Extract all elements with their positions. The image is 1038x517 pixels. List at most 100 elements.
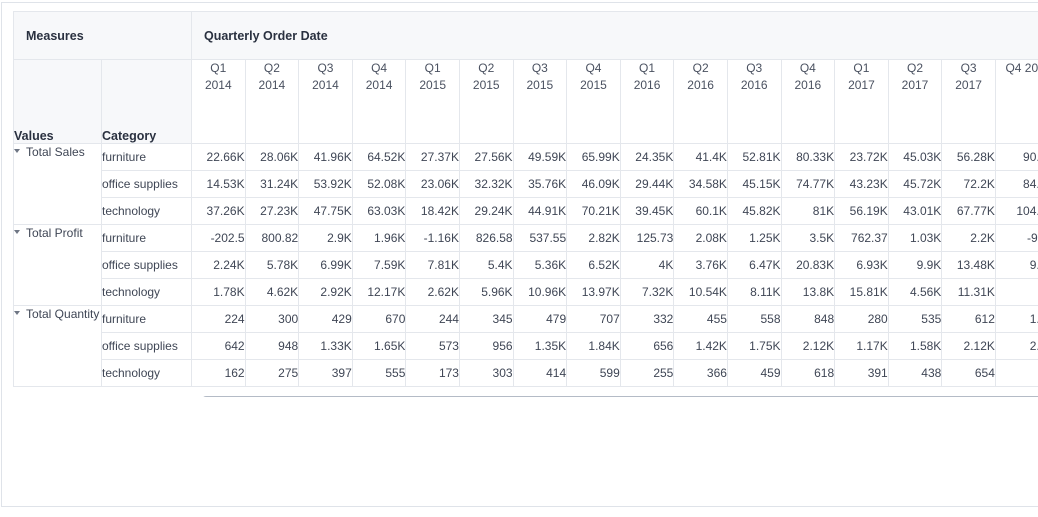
quarter-column-header[interactable]: Q4 2015 [566, 59, 621, 144]
value-cell[interactable]: 244 [405, 305, 460, 333]
value-cell[interactable]: 642 [191, 332, 246, 360]
value-cell[interactable]: 1.42K [673, 332, 728, 360]
value-cell[interactable]: 45.15K [726, 170, 782, 198]
value-cell[interactable]: 70.21K [566, 197, 621, 225]
value-cell[interactable]: 29.44K [619, 170, 675, 198]
value-cell[interactable]: 5.96K [458, 278, 514, 306]
value-cell[interactable]: 41.96K [298, 143, 353, 171]
quarter-column-header[interactable]: Q4 2016 [780, 59, 836, 144]
value-cell[interactable]: 22.66K [191, 143, 246, 171]
value-cell[interactable]: 391 [834, 359, 889, 387]
value-cell[interactable]: 618 [780, 359, 836, 387]
value-cell[interactable]: 4.56K [887, 278, 943, 306]
value-cell[interactable]: 1.75K [726, 332, 782, 360]
quarter-column-header[interactable]: Q2 2014 [244, 59, 300, 144]
value-cell[interactable]: 414 [512, 359, 568, 387]
value-cell[interactable]: 670 [351, 305, 407, 333]
value-cell[interactable]: 612 [941, 305, 996, 333]
value-cell[interactable]: 23.06K [405, 170, 460, 198]
value-cell[interactable]: 2.92K [298, 278, 353, 306]
collapse-caret-icon[interactable] [14, 311, 20, 315]
value-cell[interactable]: 52.81K [726, 143, 782, 171]
value-cell[interactable]: 656 [619, 332, 675, 360]
value-cell[interactable]: 12.17K [351, 278, 407, 306]
value-cell[interactable]: 13.8K [780, 278, 836, 306]
value-cell[interactable]: 56.19K [834, 197, 889, 225]
value-cell[interactable]: 6.52K [566, 251, 621, 279]
value-cell[interactable]: 43.23K [834, 170, 889, 198]
value-cell[interactable]: 67.77K [941, 197, 996, 225]
value-cell[interactable]: 27.56K [458, 143, 514, 171]
value-cell[interactable]: 438 [887, 359, 943, 387]
value-cell[interactable]: 43.01K [887, 197, 943, 225]
value-cell[interactable]: 858 [994, 359, 1038, 387]
value-cell[interactable]: 15.81K [834, 278, 889, 306]
category-cell[interactable]: furniture [101, 143, 192, 171]
value-cell[interactable]: 8.11K [726, 278, 782, 306]
quarter-column-header[interactable]: Q3 2016 [726, 59, 782, 144]
value-cell[interactable]: 19K [994, 278, 1038, 306]
value-cell[interactable]: 162 [191, 359, 246, 387]
category-cell[interactable]: furniture [101, 224, 192, 252]
category-cell[interactable]: technology [101, 197, 192, 225]
value-cell[interactable]: 4.62K [244, 278, 300, 306]
value-cell[interactable]: 2.62K [405, 278, 460, 306]
collapse-caret-icon[interactable] [14, 149, 20, 153]
value-cell[interactable]: 41.4K [673, 143, 728, 171]
value-cell[interactable]: 47.75K [298, 197, 353, 225]
value-cell[interactable]: 7.59K [351, 251, 407, 279]
value-cell[interactable]: 45.72K [887, 170, 943, 198]
value-cell[interactable]: 280 [834, 305, 889, 333]
value-cell[interactable]: 27.37K [405, 143, 460, 171]
value-cell[interactable]: 459 [726, 359, 782, 387]
value-cell[interactable]: 826.58 [458, 224, 514, 252]
quarter-column-header[interactable]: Q4 2017 [994, 59, 1038, 144]
value-cell[interactable]: 2.12K [780, 332, 836, 360]
category-cell[interactable]: office supplies [101, 170, 192, 198]
value-cell[interactable]: 535 [887, 305, 943, 333]
value-cell[interactable]: 9.43K [994, 251, 1038, 279]
value-cell[interactable]: 104.76K [994, 197, 1038, 225]
value-cell[interactable]: 39.45K [619, 197, 675, 225]
value-cell[interactable]: 6.93K [834, 251, 889, 279]
value-cell[interactable]: 11.31K [941, 278, 996, 306]
quarter-column-header[interactable]: Q2 2016 [673, 59, 728, 144]
quarter-column-header[interactable]: Q1 2017 [834, 59, 889, 144]
quarter-column-header[interactable]: Q2 2017 [887, 59, 943, 144]
category-cell[interactable]: office supplies [101, 332, 192, 360]
value-cell[interactable]: 2.88K [994, 332, 1038, 360]
value-cell[interactable]: 27.23K [244, 197, 300, 225]
value-cell[interactable]: 31.24K [244, 170, 300, 198]
value-cell[interactable]: 63.03K [351, 197, 407, 225]
value-cell[interactable]: 762.37 [834, 224, 889, 252]
value-cell[interactable]: 2.9K [298, 224, 353, 252]
value-cell[interactable]: 255 [619, 359, 675, 387]
measure-group-cell[interactable]: Total Profit [13, 224, 102, 306]
value-cell[interactable]: 14.53K [191, 170, 246, 198]
measure-group-cell[interactable]: Total Quantity [13, 305, 102, 387]
value-cell[interactable]: 848 [780, 305, 836, 333]
value-cell[interactable]: 81K [780, 197, 836, 225]
value-cell[interactable]: 125.73 [619, 224, 675, 252]
value-cell[interactable]: 332 [619, 305, 675, 333]
quarter-column-header[interactable]: Q4 2014 [351, 59, 407, 144]
value-cell[interactable]: 479 [512, 305, 568, 333]
value-cell[interactable]: 28.06K [244, 143, 300, 171]
value-cell[interactable]: 10.54K [673, 278, 728, 306]
value-cell[interactable]: 2.2K [941, 224, 996, 252]
value-cell[interactable]: 56.28K [941, 143, 996, 171]
value-cell[interactable]: -1.16K [405, 224, 460, 252]
quarter-column-header[interactable]: Q1 2015 [405, 59, 460, 144]
quarter-column-header[interactable]: Q2 2015 [458, 59, 514, 144]
horizontal-scrollbar[interactable] [202, 396, 1038, 397]
category-cell[interactable]: office supplies [101, 251, 192, 279]
category-cell[interactable]: technology [101, 278, 192, 306]
value-cell[interactable]: 1.58K [887, 332, 943, 360]
value-cell[interactable]: 6.99K [298, 251, 353, 279]
value-cell[interactable]: 45.82K [726, 197, 782, 225]
value-cell[interactable]: 429 [298, 305, 353, 333]
value-cell[interactable]: 13.48K [941, 251, 996, 279]
category-cell[interactable]: technology [101, 359, 192, 387]
value-cell[interactable]: 60.1K [673, 197, 728, 225]
value-cell[interactable]: 2.82K [566, 224, 621, 252]
